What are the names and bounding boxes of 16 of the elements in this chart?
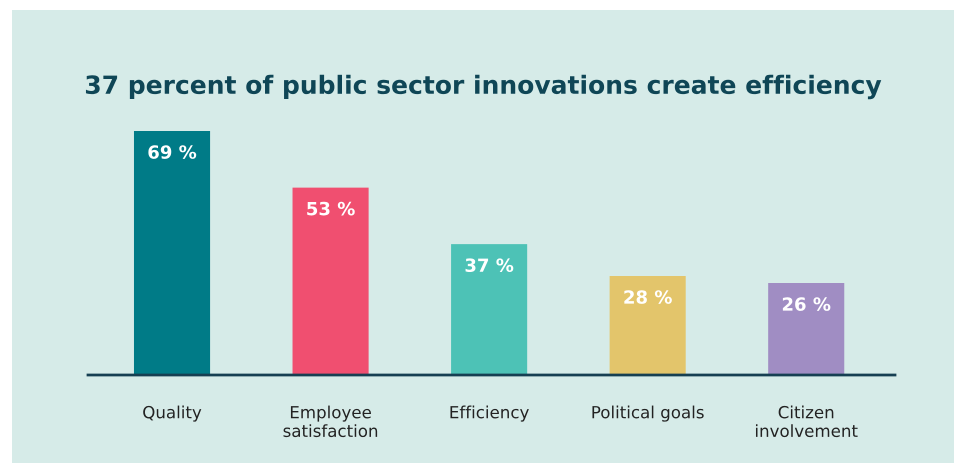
bar xyxy=(134,131,210,375)
data-label: 28 % xyxy=(624,290,672,304)
x-tick-label: Employee satisfaction xyxy=(284,406,378,438)
x-tick-label: Quality xyxy=(143,406,202,422)
x-tick-label: Citizen involvement xyxy=(756,406,858,438)
bar xyxy=(610,276,686,375)
data-label: 37 % xyxy=(466,258,514,272)
bar xyxy=(451,244,528,375)
bar xyxy=(768,283,844,375)
chart-title: 37 percent of public sector innovations create efficiency xyxy=(86,74,882,100)
data-label: 69 % xyxy=(148,145,196,159)
bar xyxy=(292,188,369,375)
x-tick-label: Political goals xyxy=(592,406,704,422)
data-label: 53 % xyxy=(307,202,355,216)
x-tick-label: Efficiency xyxy=(450,406,529,422)
data-label: 26 % xyxy=(782,297,830,311)
